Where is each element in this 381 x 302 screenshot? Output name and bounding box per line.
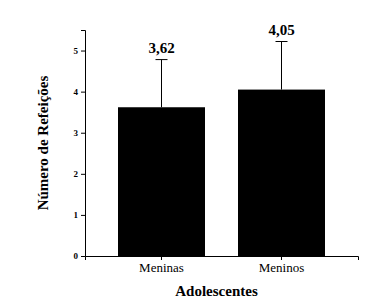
error-line — [161, 60, 162, 108]
y-tick-mark — [81, 215, 85, 216]
y-tick-mark — [81, 174, 85, 175]
data-label: 3,62 — [148, 40, 174, 56]
error-bar — [276, 42, 288, 90]
plot-area — [118, 42, 325, 256]
y-tick: 5 — [74, 46, 86, 56]
error-line — [281, 42, 282, 90]
x-tick: Meninos — [259, 256, 305, 275]
y-tick-label: 5 — [74, 46, 79, 56]
y-tick-label: 2 — [74, 169, 79, 179]
y-tick: 0 — [74, 251, 86, 261]
y-tick-mark — [81, 256, 85, 257]
x-tick: Meninas — [139, 256, 184, 275]
x-axis-line — [86, 257, 359, 261]
y-tick-label: 3 — [74, 128, 79, 138]
y-tick: 1 — [74, 210, 86, 220]
x-tick-label: Meninos — [259, 260, 305, 275]
error-cap — [156, 59, 168, 60]
y-axis-line — [81, 31, 86, 257]
chart: 0 1 2 3 4 5 Meninas Meninos 3,62 4,05 Adolescentes… — [0, 0, 381, 302]
y-axis-title: Número de Refeições — [35, 76, 51, 211]
x-axis: Meninas Meninos — [86, 256, 359, 275]
error-bar — [156, 60, 168, 108]
y-tick-mark — [81, 92, 85, 93]
bar — [238, 90, 325, 256]
x-axis-title: Adolescentes — [175, 283, 258, 299]
bar — [118, 107, 205, 256]
y-tick-label: 1 — [74, 210, 79, 220]
error-cap — [276, 41, 288, 42]
y-axis: 0 1 2 3 4 5 — [74, 31, 86, 262]
y-tick-label: 4 — [74, 87, 79, 97]
y-tick-mark — [81, 51, 85, 52]
y-tick: 2 — [74, 169, 86, 179]
y-tick-mark — [81, 133, 85, 134]
x-tick-label: Meninas — [139, 260, 184, 275]
y-tick-label: 0 — [74, 251, 79, 261]
data-label: 4,05 — [268, 22, 294, 38]
y-tick: 4 — [74, 87, 86, 97]
y-tick: 3 — [74, 128, 86, 138]
